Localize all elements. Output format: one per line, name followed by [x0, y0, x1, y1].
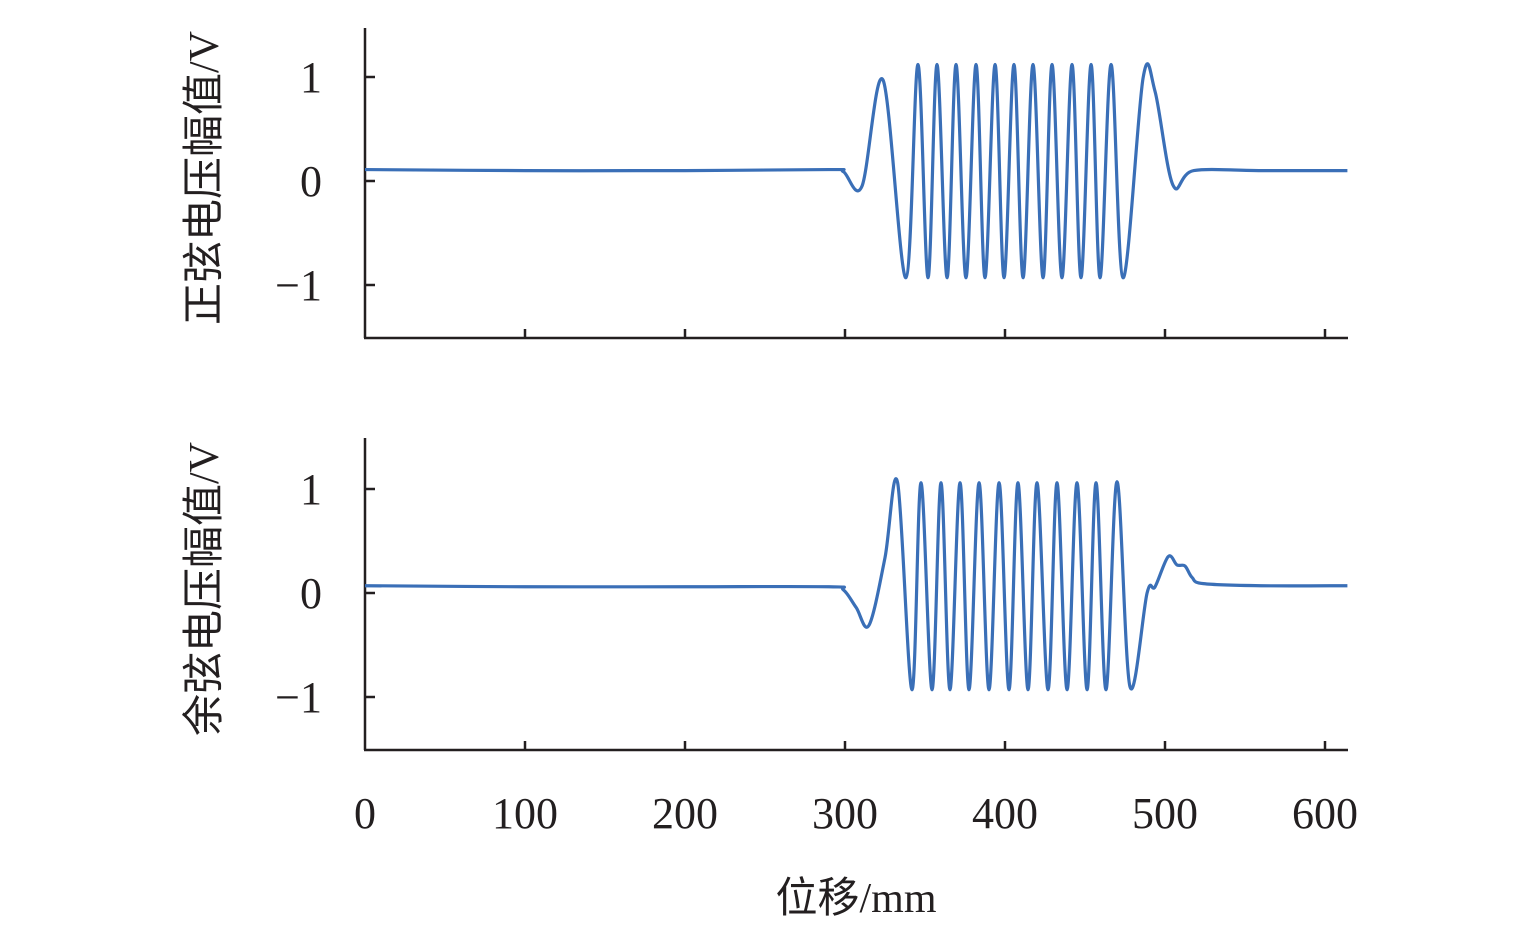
y-tick-label: 1: [300, 53, 322, 102]
x-tick-label: 0: [354, 789, 376, 838]
x-tick-label: 200: [652, 789, 718, 838]
x-tick-label: 500: [1132, 789, 1198, 838]
y-axis-title: 正弦电压幅值/V: [182, 31, 228, 325]
subplot-2: 0 100 200 300 400 500 600 1 0 −1 余弦电压幅值/V 位移/mm: [181, 438, 1358, 922]
x-tick-label: 600: [1292, 789, 1358, 838]
y-tick-label: 0: [300, 157, 322, 206]
y-tick-label: 0: [300, 569, 322, 618]
subplot-1: 1 0 −1 正弦电压幅值/V: [182, 28, 1348, 340]
y-axis-title: 余弦电压幅值/V: [181, 442, 228, 736]
x-tick-label: 100: [492, 789, 558, 838]
y-tick-label: −1: [275, 673, 322, 722]
y-tick-label: −1: [275, 261, 322, 310]
x-axis-title: 位移/mm: [775, 875, 936, 922]
x-tick-label: 300: [812, 789, 878, 838]
y-tick-label: 1: [300, 465, 322, 514]
series-line-cosine: [364, 477, 1348, 692]
series-line-sine: [364, 62, 1348, 280]
x-tick-label: 400: [972, 789, 1038, 838]
